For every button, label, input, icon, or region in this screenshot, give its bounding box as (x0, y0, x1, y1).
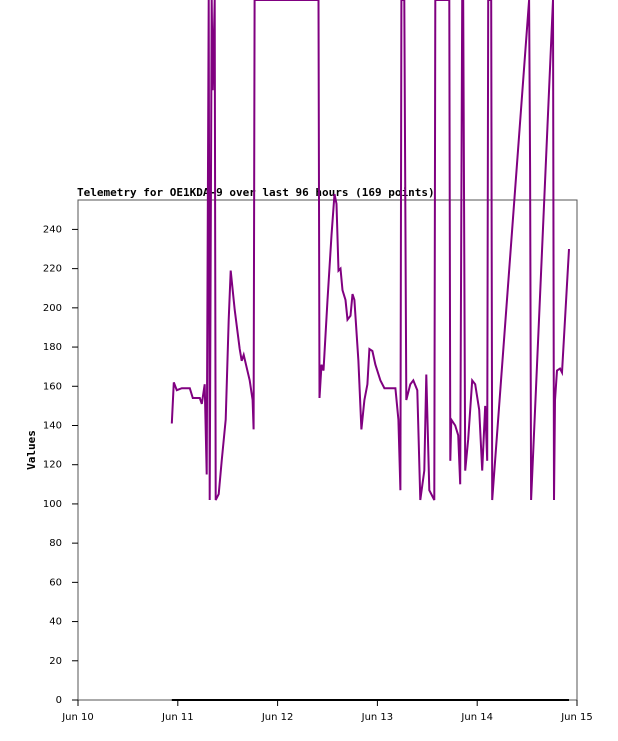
y-tick-label: 20 (49, 656, 62, 667)
y-tick-label: 160 (43, 381, 62, 392)
y-tick-label: 220 (43, 264, 62, 275)
x-tick-label: Jun 13 (361, 712, 394, 723)
x-tick-label: Jun 12 (261, 712, 294, 723)
y-tick-label: 40 (49, 617, 62, 628)
y-tick-label: 120 (43, 460, 62, 471)
y-tick-label: 0 (56, 695, 62, 706)
x-tick-label: Jun 11 (161, 712, 194, 723)
y-tick-label: 180 (43, 342, 62, 353)
y-tick-label: 60 (49, 577, 62, 588)
x-tick-label: Jun 10 (61, 712, 94, 723)
data-line (170, 0, 570, 501)
y-tick-label: 140 (43, 420, 62, 431)
plot-frame (77, 199, 578, 701)
chart-title: Telemetry for OE1KDA-9 over last 96 hour… (77, 186, 435, 199)
x-tick-label: Jun 14 (460, 712, 493, 723)
x-tick-label: Jun 15 (560, 712, 593, 723)
y-axis-label: Values (25, 430, 38, 470)
y-tick-label: 200 (43, 303, 62, 314)
y-tick-label: 80 (49, 538, 62, 549)
y-tick-label: 100 (43, 499, 62, 510)
y-tick-label: 240 (43, 224, 62, 235)
